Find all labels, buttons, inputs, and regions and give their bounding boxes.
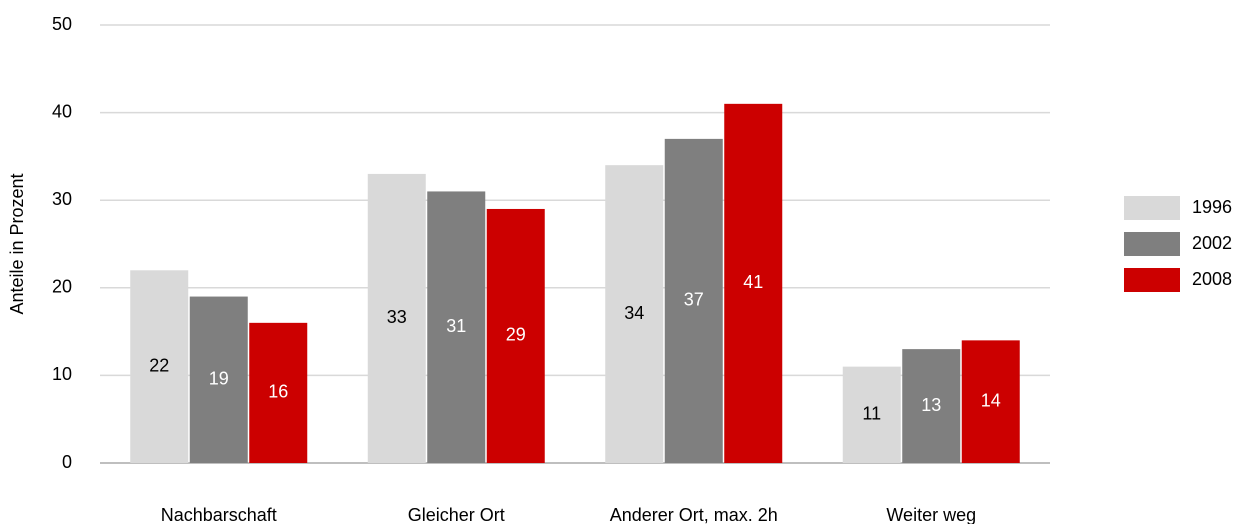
bar [130, 270, 189, 463]
bar [486, 208, 545, 463]
legend-label: 2008 [1192, 269, 1232, 289]
bar [249, 322, 308, 463]
data-label: 14 [981, 390, 1001, 410]
data-label: 31 [446, 316, 466, 336]
data-label: 41 [743, 272, 763, 292]
data-label: 29 [506, 325, 526, 345]
y-tick-label: 10 [52, 364, 72, 384]
data-label: 34 [624, 303, 644, 323]
bar [189, 296, 248, 463]
bar [842, 366, 901, 463]
bar [367, 173, 426, 464]
bar [724, 103, 783, 463]
bar [902, 349, 961, 463]
bar [664, 138, 723, 463]
y-tick-label: 50 [52, 14, 72, 34]
legend-label: 2002 [1192, 233, 1232, 253]
x-tick-label: Anderer Ort, max. 2h [610, 505, 778, 524]
bar [961, 340, 1020, 463]
legend-swatch [1124, 268, 1180, 292]
x-tick-label: Weiter weg [886, 505, 976, 524]
x-tick-label: Nachbarschaft [161, 505, 277, 524]
y-tick-label: 20 [52, 277, 72, 297]
bar [427, 191, 486, 463]
data-label: 37 [684, 290, 704, 310]
data-label: 16 [268, 382, 288, 402]
data-label: 19 [209, 369, 229, 389]
y-tick-label: 30 [52, 189, 72, 209]
data-label: 22 [149, 355, 169, 375]
data-label: 33 [387, 307, 407, 327]
data-label: 11 [862, 404, 881, 424]
bar [605, 165, 664, 463]
legend-swatch [1124, 232, 1180, 256]
x-tick-label: Gleicher Ort [408, 505, 505, 524]
y-tick-label: 40 [52, 101, 72, 121]
data-label: 13 [921, 395, 941, 415]
legend-swatch [1124, 196, 1180, 220]
legend-label: 1996 [1192, 197, 1232, 217]
y-tick-label: 0 [62, 452, 72, 472]
y-axis-label: Anteile in Prozent [7, 173, 27, 314]
